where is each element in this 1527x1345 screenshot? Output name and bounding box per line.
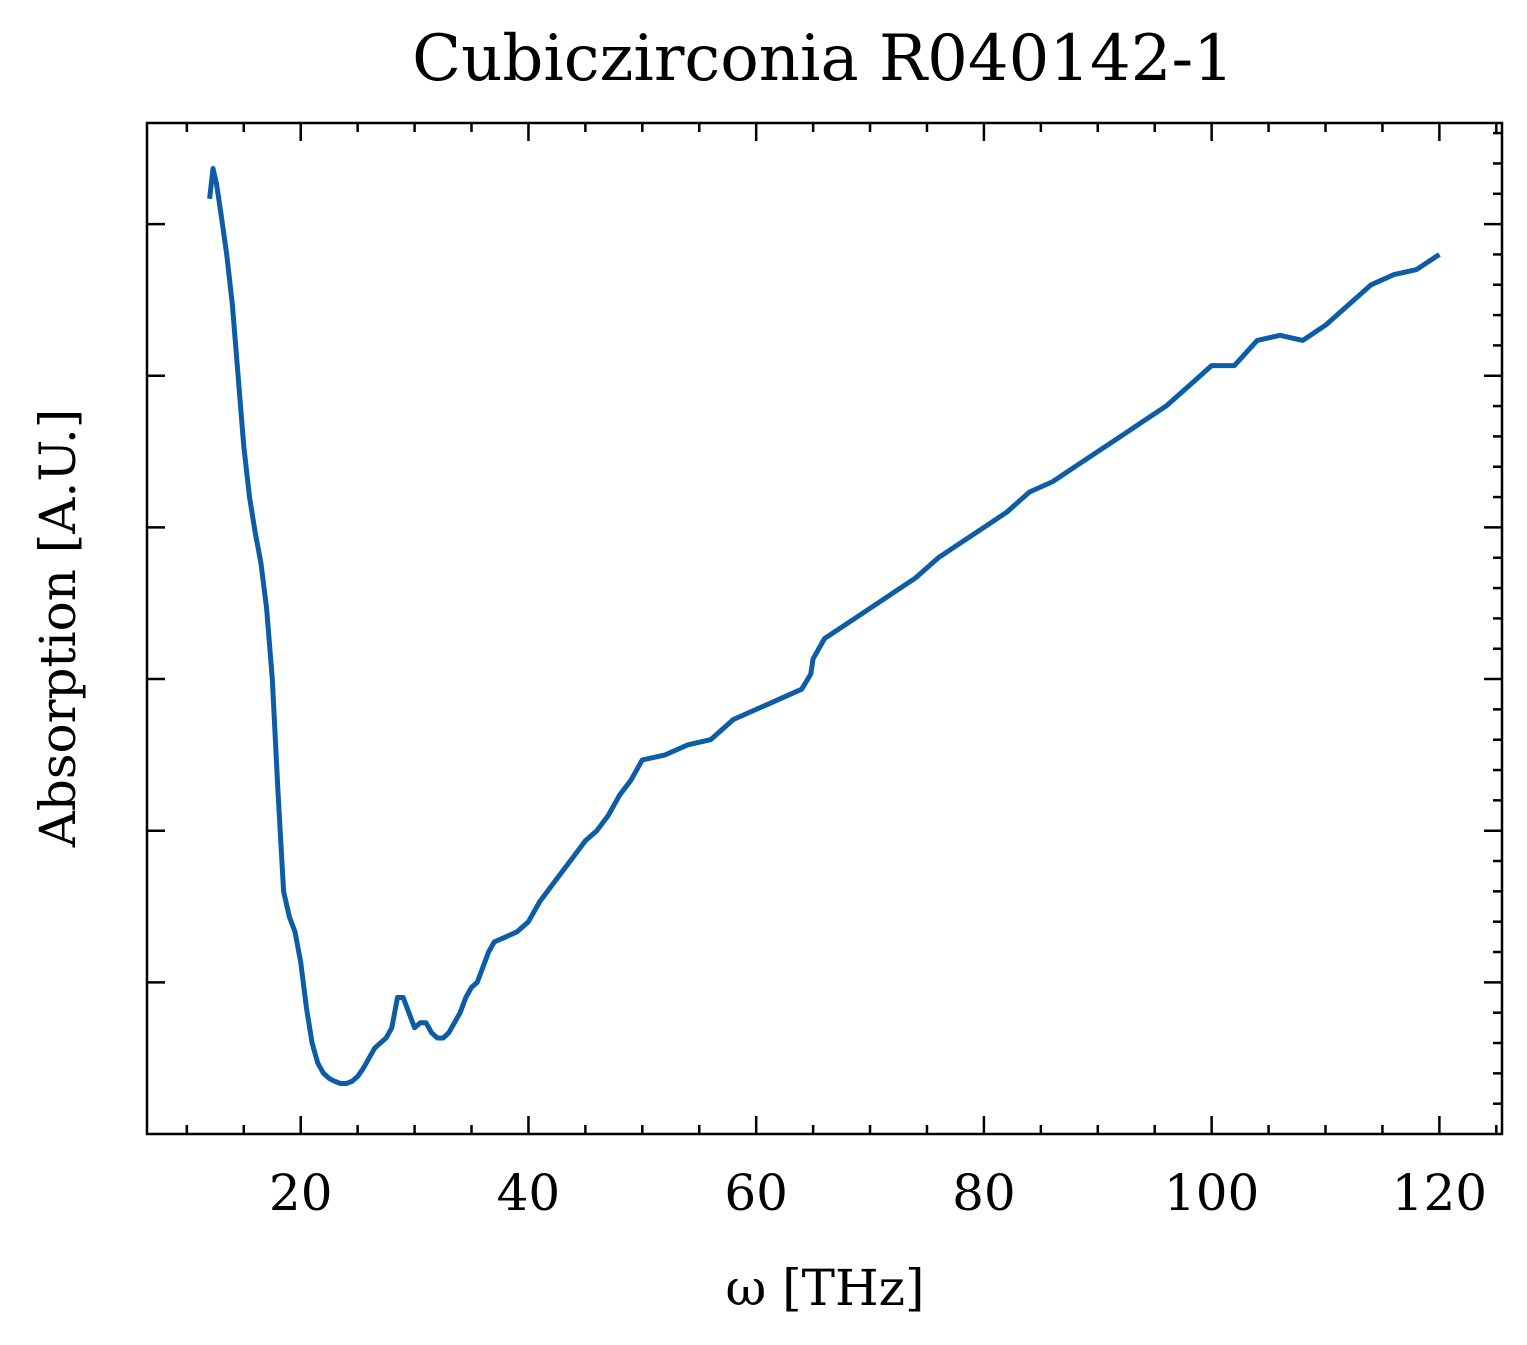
x-tick-label: 80 (952, 1164, 1016, 1222)
chart-title: Cubiczirconia R040142-1 (412, 22, 1234, 96)
y-axis-label: Absorption [A.U.] (29, 409, 87, 849)
x-tick-label: 120 (1392, 1164, 1487, 1222)
series-line-0 (207, 166, 1441, 1086)
x-tick-label: 20 (269, 1164, 333, 1222)
x-axis-label: ω [THz] (726, 1259, 925, 1317)
x-tick-label: 100 (1164, 1164, 1259, 1222)
series-group (207, 166, 1441, 1086)
x-axis-ticks (185, 123, 1498, 1134)
y-axis-ticks (147, 131, 1502, 1105)
axes-frame (145, 121, 1504, 1136)
x-axis-tick-labels: 20 40 60 80 100 120 (269, 1164, 1487, 1222)
x-tick-label: 60 (724, 1164, 788, 1222)
plot-area: 20 40 60 80 100 120 (145, 121, 1504, 1222)
x-tick-label: 40 (497, 1164, 561, 1222)
